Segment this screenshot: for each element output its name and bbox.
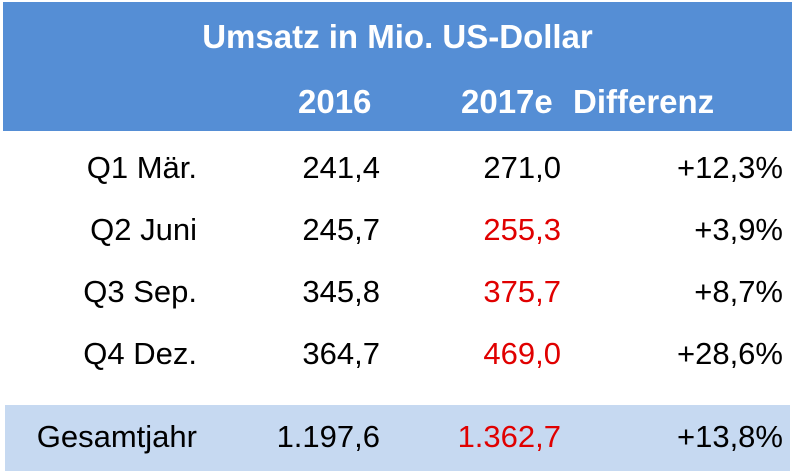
value-2017e: 375,7 — [483, 274, 561, 309]
value-2017e: 271,0 — [483, 150, 561, 185]
row-label: Q1 Mär. — [86, 150, 197, 185]
column-header-2016: 2016 — [298, 83, 372, 120]
value-2016: 245,7 — [302, 212, 380, 247]
row-label: Q2 Juni — [90, 212, 197, 247]
value-2017e: 469,0 — [483, 336, 561, 371]
value-differenz: +28,6% — [676, 336, 783, 371]
table-title: Umsatz in Mio. US-Dollar — [202, 18, 593, 55]
row-label: Gesamtjahr — [36, 419, 197, 454]
value-differenz: +12,3% — [676, 150, 783, 185]
table-row: Q4 Dez. 364,7 469,0 +28,6% — [0, 336, 795, 386]
table-row: Q3 Sep. 345,8 375,7 +8,7% — [0, 274, 795, 324]
total-row-background — [5, 405, 790, 471]
table-header — [3, 2, 792, 131]
value-differenz: +3,9% — [694, 212, 783, 247]
value-differenz: +13,8% — [676, 419, 783, 454]
value-2017e: 255,3 — [483, 212, 561, 247]
table-row: Q1 Mär. 241,4 271,0 +12,3% — [0, 150, 795, 200]
value-2016: 364,7 — [302, 336, 380, 371]
row-label: Q3 Sep. — [83, 274, 197, 309]
column-header-2017e: 2017e — [461, 83, 553, 120]
table-row: Q2 Juni 245,7 255,3 +3,9% — [0, 212, 795, 262]
value-2017e: 1.362,7 — [457, 419, 561, 454]
column-header-differenz: Differenz — [573, 83, 715, 120]
value-2016: 345,8 — [302, 274, 380, 309]
row-label: Q4 Dez. — [83, 336, 197, 371]
value-2016: 241,4 — [302, 150, 380, 185]
total-row: Gesamtjahr 1.197,6 1.362,7 +13,8% — [0, 419, 795, 469]
value-2016: 1.197,6 — [276, 419, 380, 454]
value-differenz: +8,7% — [694, 274, 783, 309]
